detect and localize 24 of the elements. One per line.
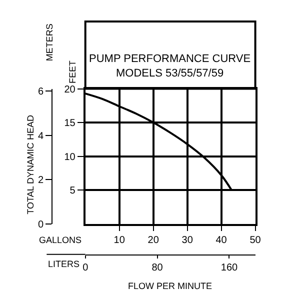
y-tick-label: 20	[64, 84, 76, 96]
x2-tick-label: 160	[220, 262, 238, 274]
chart-title: PUMP PERFORMANCE CURVE	[89, 53, 251, 65]
text: TOTAL DYNAMIC HEAD	[25, 114, 36, 214]
x2-tick-label: 80	[152, 262, 164, 274]
y2-axis-title: METERS	[44, 24, 54, 62]
x-tick-label: 10	[114, 234, 126, 246]
y-tick-label: 10	[64, 152, 76, 163]
y-axis-title: FEET	[68, 60, 78, 84]
x-tick-label: 20	[148, 234, 160, 246]
x2-tick-label: 0	[82, 262, 89, 274]
chart-subtitle: MODELS 53/55/57/59	[116, 67, 224, 80]
y2-tick-label: 2	[38, 175, 44, 186]
y-tick-label: 15	[64, 118, 76, 130]
y2-tick-label: 0	[38, 219, 44, 230]
y-tick-label: 5	[70, 186, 76, 197]
x-axis-title: GALLONS	[39, 235, 82, 245]
text: FLOW PER MINUTE	[128, 281, 212, 291]
x-tick-label: 30	[182, 234, 194, 246]
y2-tick-label: 4	[38, 130, 44, 142]
y2-tick-label: 6	[38, 86, 44, 98]
x2-axis-title: LITERS	[48, 259, 80, 269]
x-tick-label: 50	[250, 234, 262, 246]
x-tick-label: 40	[216, 234, 228, 246]
